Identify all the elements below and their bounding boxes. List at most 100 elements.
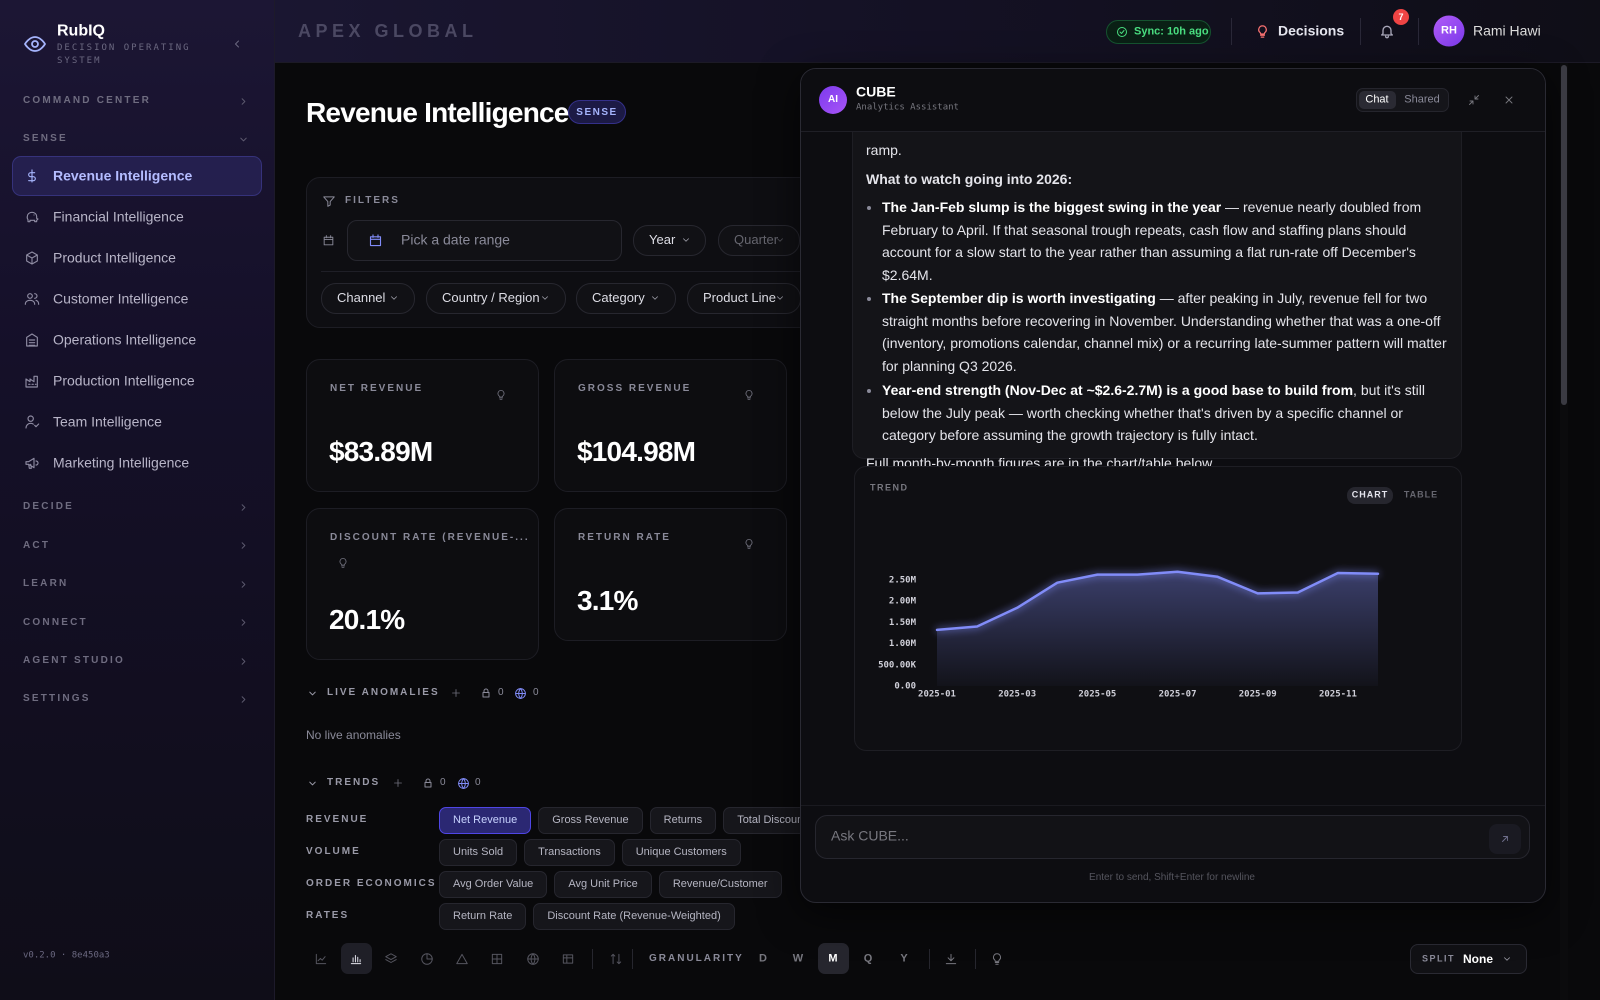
icon-part [1119, 30, 1125, 34]
metric-chip[interactable]: Net Revenue [439, 807, 532, 834]
metric-chip[interactable]: Returns [649, 807, 717, 834]
section-label: DECIDE [23, 501, 74, 513]
message-bullet: The Jan-Feb slump is the biggest swing i… [882, 196, 1448, 286]
dimension-select[interactable] [426, 283, 566, 314]
metric-chip[interactable]: Units Sold [439, 839, 518, 866]
message-bubble [852, 100, 1462, 459]
icon-part [241, 696, 245, 703]
kpi-hint-icon [497, 390, 505, 400]
icon-part [1117, 27, 1127, 37]
divider [1360, 18, 1361, 45]
icon-part [745, 390, 753, 400]
nav-icon [26, 251, 38, 265]
metric-chip[interactable]: Gross Revenue [538, 807, 643, 834]
dimension-select[interactable] [321, 283, 415, 314]
nav-item[interactable] [12, 156, 262, 197]
bullet-text: — revenue nearly doubled from February t… [882, 199, 1422, 283]
metric-chip[interactable]: Avg Unit Price [554, 871, 652, 898]
scrollbar-track [1560, 63, 1568, 1000]
chat-input[interactable] [815, 815, 1530, 859]
select-chevron [777, 238, 783, 242]
kpi-value: 20.1% [329, 604, 405, 636]
icon-part [339, 558, 347, 568]
icon-part [992, 953, 1002, 965]
icon-part [1505, 96, 1513, 104]
kpi-hint-icon [745, 539, 753, 549]
metric-chips: Net Revenue Gross Revenue Returns Total Dis… [439, 807, 826, 834]
close-button [1505, 96, 1513, 104]
icon-part [1381, 25, 1393, 39]
granularity-option: Q [863, 952, 873, 965]
tab-active[interactable] [1359, 91, 1396, 109]
kpi-label: RETURN RATE [578, 532, 671, 543]
granularity-active [818, 943, 849, 974]
dimension-label: Channel [337, 290, 386, 306]
icon-part [514, 687, 526, 699]
metric-chip[interactable]: Revenue/Customer [658, 871, 782, 898]
metric-chip[interactable]: Unique Customers [621, 839, 741, 866]
section-chevron [241, 97, 245, 105]
metric-chip[interactable]: Discount Rate (Revenue-Weighted) [533, 903, 735, 930]
nav-label: Financial Intelligence [53, 208, 184, 225]
section-label: COMMAND CENTER [23, 95, 152, 106]
notification-badge: 7 [1393, 9, 1409, 25]
metric-chip[interactable]: Transactions [524, 839, 615, 866]
icon-part [323, 196, 335, 207]
icon-part [26, 251, 38, 265]
nav-icon [24, 293, 40, 306]
icon-part [350, 955, 362, 965]
toolbar-divider [929, 949, 930, 969]
icon-part [26, 333, 38, 347]
input-hint: Enter to send, Shift+Enter for newline [1089, 872, 1255, 883]
toolbar-divider [632, 949, 633, 969]
bullet-emphasis: The Jan-Feb slump is the biggest swing i… [882, 199, 1222, 215]
icon-part [241, 657, 245, 665]
metric-chip[interactable]: Avg Order Value [439, 871, 548, 898]
message-paragraph: ramp. [866, 142, 902, 158]
icon-part [24, 36, 46, 52]
metric-chip[interactable]: Return Rate [439, 903, 527, 930]
chart-type-active [341, 943, 372, 974]
section-chevron [241, 504, 245, 511]
kpi-card [306, 508, 539, 660]
icon-part [315, 953, 327, 965]
split-select[interactable] [1410, 944, 1527, 974]
brand: RubIQ [57, 22, 105, 40]
message-bullet: Year-end strength (Nov-Dec at ~$2.6-2.7M… [882, 379, 1448, 447]
chart-type-button [350, 955, 362, 965]
select-chevron [391, 296, 397, 300]
nav-label: Customer Intelligence [53, 290, 189, 307]
nav-label: Team Intelligence [53, 413, 162, 430]
icon-part [1469, 95, 1479, 105]
dimension-select[interactable] [576, 283, 676, 314]
nav-label: Revenue Intelligence [53, 167, 193, 184]
metric-chips: Avg Order Value Avg Unit Price Revenue/Cus… [439, 871, 782, 898]
date-range-input[interactable] [347, 220, 622, 261]
top-bar [275, 0, 1600, 63]
select-chevron [777, 296, 783, 300]
icon-part [235, 40, 239, 48]
icon-part [369, 233, 381, 246]
metric-chips: Return Rate Discount Rate (Revenue-Weight… [439, 903, 735, 930]
message-bullet: The September dip is worth investigating… [882, 287, 1448, 377]
dimension-label: Product Line [703, 290, 776, 306]
shared-icon [514, 687, 526, 699]
insight-button [992, 953, 1002, 965]
granularity-option: M [828, 952, 838, 965]
filters-divider [321, 271, 861, 272]
period-select[interactable] [718, 225, 800, 256]
message-list: The Jan-Feb slump is the biggest swing i… [866, 196, 1448, 447]
minimize-button [1469, 95, 1479, 105]
chart-type-button [385, 953, 397, 963]
empty-state: No live anomalies [306, 727, 401, 742]
section-chevron [239, 137, 247, 142]
icon-part [610, 953, 622, 965]
split-value: None [1463, 951, 1493, 966]
period-select[interactable] [633, 225, 706, 256]
icon-part [527, 953, 539, 965]
nav-icon [26, 333, 38, 347]
metric-group-label: RATES [306, 910, 350, 921]
kpi-card [554, 359, 787, 492]
